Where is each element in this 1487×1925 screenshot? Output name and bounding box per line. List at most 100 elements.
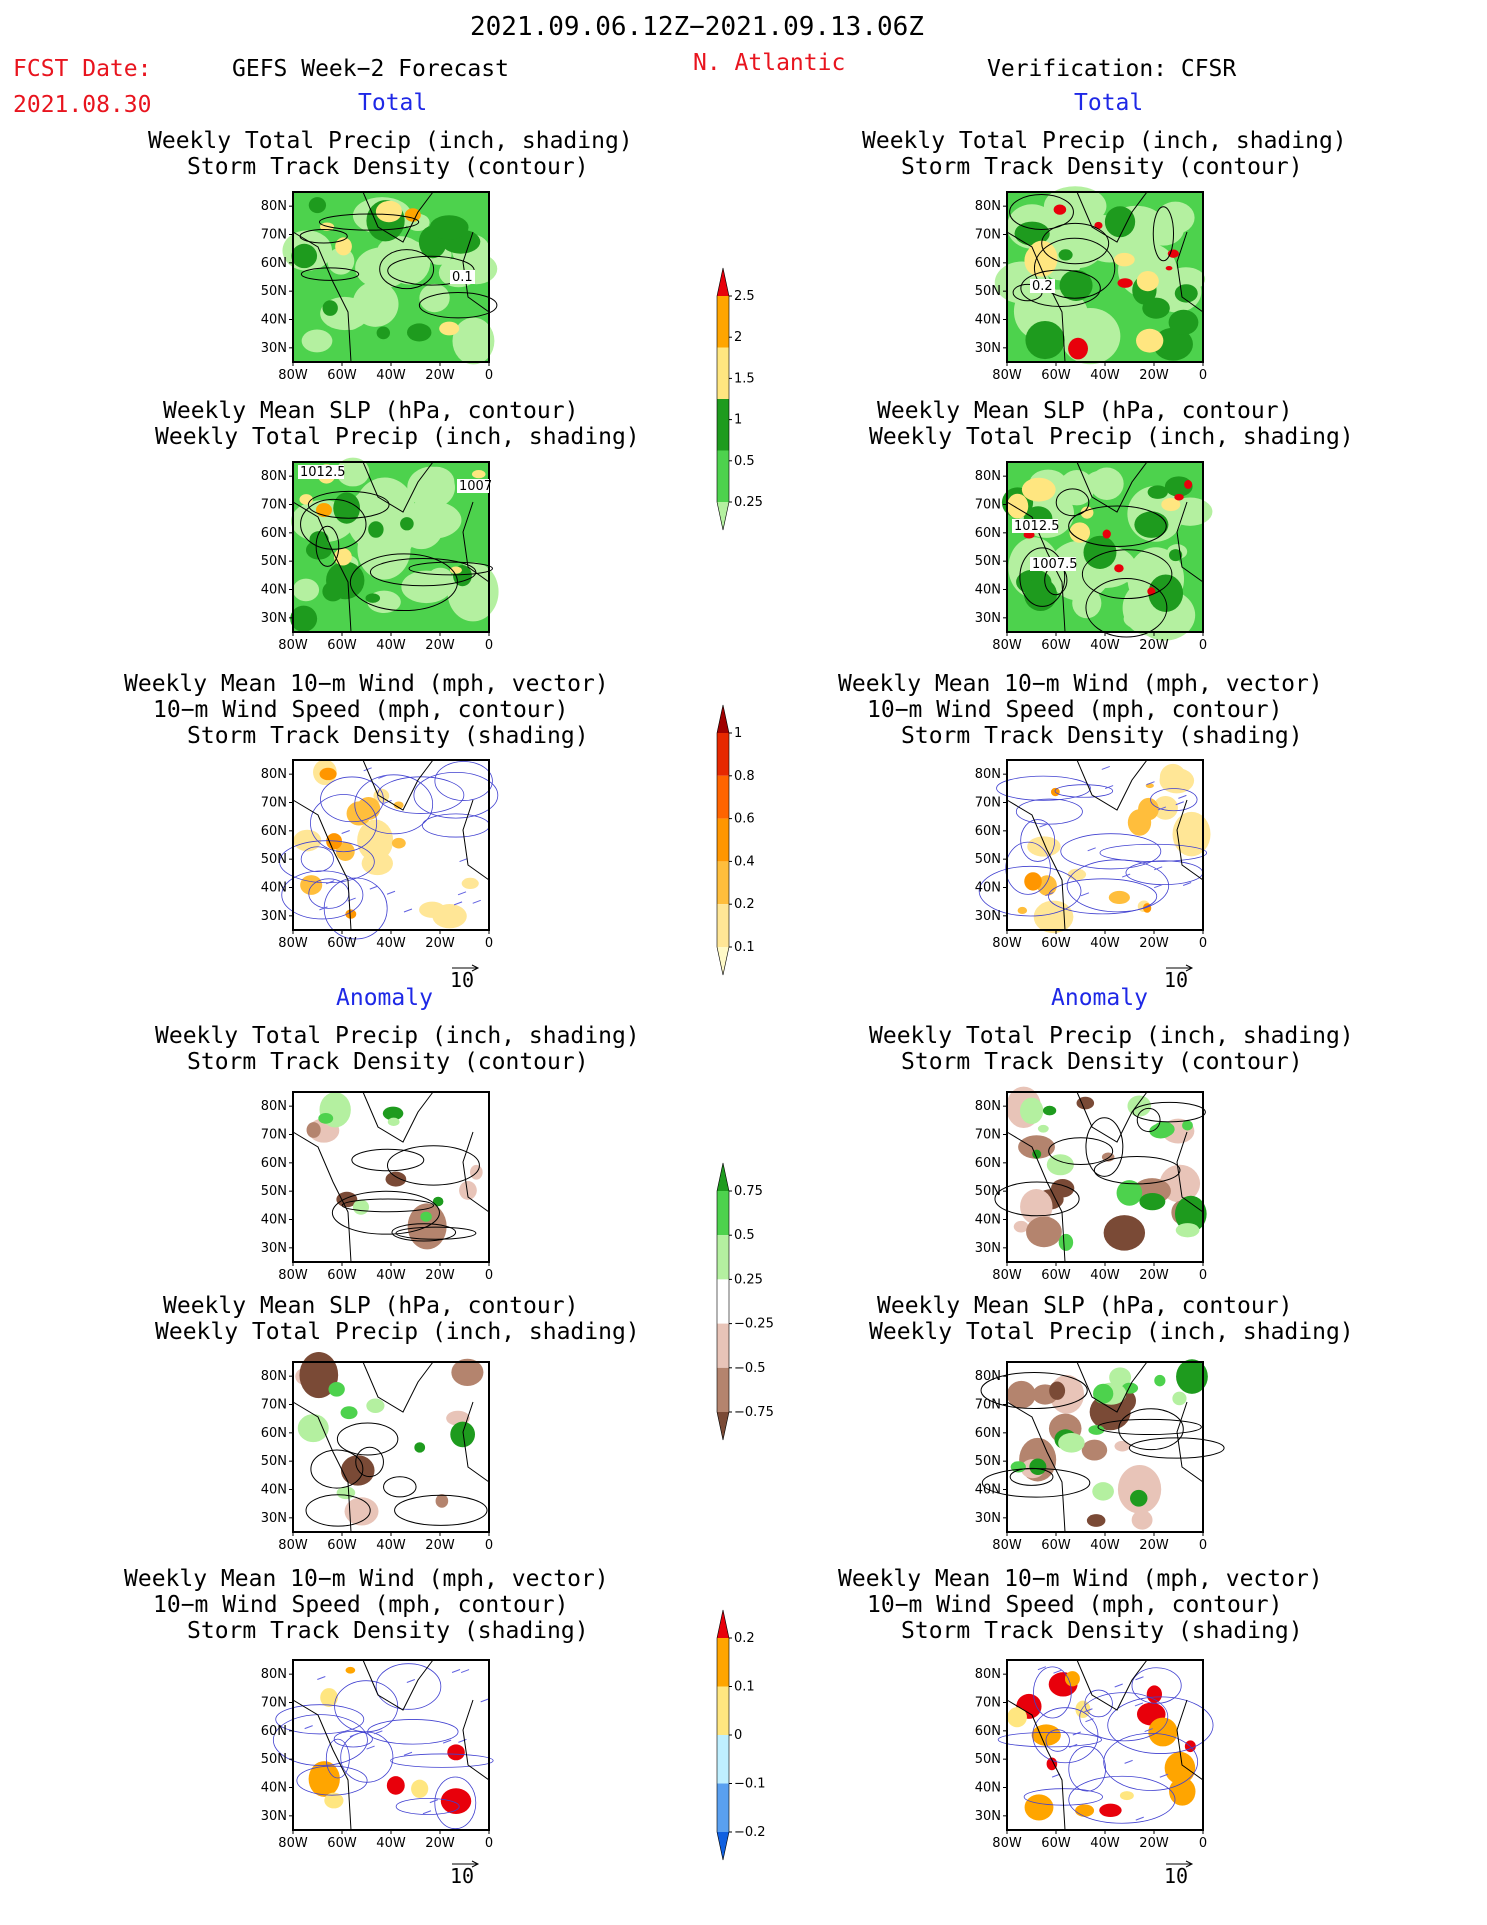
shading-region (1092, 1482, 1114, 1501)
forecast-title: GEFS Week−2 Forecast (232, 56, 509, 82)
lat-tick-label: 50N (975, 284, 1001, 299)
coastline (362, 759, 434, 811)
contour-line (1103, 1732, 1199, 1791)
lat-tick-label: 80N (975, 199, 1001, 214)
anomaly-label-right: Anomaly (1051, 985, 1148, 1011)
lon-tick-label: 0 (485, 638, 493, 653)
lat-tick-label: 50N (261, 852, 287, 867)
contour-line (1068, 1746, 1106, 1792)
lat-tick-label: 70N (261, 1696, 287, 1711)
lat-tick-label: 40N (975, 1781, 1001, 1796)
shading-region (1168, 309, 1199, 336)
wind-vector (442, 1739, 452, 1744)
wind-vector (1101, 765, 1110, 770)
forecast-ano-slp-panel: 80N 70N 60N 50N 40N 30N 80W 60W 40W 20W 0 (261, 1352, 493, 1553)
coastline (292, 1131, 352, 1263)
lon-tick-label: 80W (278, 1268, 308, 1283)
panel-title: Weekly Total Precip (inch, shading) (869, 1319, 1354, 1345)
contour-label-box (298, 465, 344, 479)
shading-region (449, 566, 462, 574)
panel-title: 10−m Wind Speed (mph, contour) (153, 1592, 569, 1618)
colorbar-swatch (717, 904, 729, 947)
lon-tick-label: 20W (425, 1538, 455, 1553)
contour-line (1085, 578, 1168, 638)
wind-vector (1122, 873, 1131, 878)
shading-region (447, 1744, 465, 1761)
shading-region (1029, 1458, 1047, 1475)
lat-tick-label: 60N (261, 1156, 287, 1171)
contour-line (340, 1731, 394, 1783)
lat-tick-label: 60N (975, 526, 1001, 541)
shading-region (1146, 1685, 1163, 1704)
panel-title: Storm Track Density (shading) (187, 723, 589, 749)
contour-line (351, 1148, 425, 1172)
coastline (362, 191, 434, 243)
shading-region (1058, 1433, 1085, 1453)
wind-vector (1080, 892, 1090, 897)
contour-line (1033, 1666, 1072, 1719)
verification-ano-wind-panel: 80N 70N 60N 50N 40N 30N 80W 60W 40W 20W 0 (975, 1659, 1214, 1851)
contour-line (1132, 1101, 1206, 1123)
shading-region (357, 819, 394, 862)
shading-region (1037, 1124, 1049, 1133)
lon-tick-label: 0 (1199, 638, 1207, 653)
vector-ref-arrowhead (471, 964, 480, 972)
coastline (292, 231, 352, 363)
colorbar-label: 1.5 (734, 371, 755, 386)
shading-region (1010, 1461, 1026, 1473)
panel-title: Weekly Mean SLP (hPa, contour) (877, 398, 1293, 424)
lon-tick-label: 0 (485, 1836, 493, 1851)
vector-ref-label: 10 (450, 1864, 475, 1888)
coastline (1176, 1699, 1204, 1781)
coastline (362, 1091, 434, 1143)
lon-tick-label: 40W (1090, 1836, 1120, 1851)
lon-tick-label: 20W (1139, 638, 1169, 653)
lat-tick-label: 70N (261, 796, 287, 811)
shading-region (1075, 1700, 1091, 1718)
contour-label-box (1012, 519, 1058, 533)
lon-tick-label: 0 (1199, 1836, 1207, 1851)
wind-vector (1087, 847, 1096, 852)
coastline (1076, 759, 1148, 811)
lon-tick-label: 40W (1090, 368, 1120, 383)
colorbar-label: 1 (734, 413, 742, 428)
shading-region (1108, 890, 1130, 905)
wind-vector (1045, 892, 1054, 897)
contour-line (307, 490, 390, 519)
shading-region (1156, 201, 1195, 234)
wind-vector (374, 1730, 383, 1735)
contour-line (315, 525, 340, 567)
lon-tick-label: 60W (1041, 368, 1071, 383)
shading-region (400, 517, 414, 531)
forecast-tot-slp-panel: 80N 70N 60N 50N 40N 30N 80W 60W 40W 20W 0 (261, 457, 499, 653)
shading-region (1114, 252, 1135, 267)
lon-tick-label: 40W (376, 1268, 406, 1283)
lat-tick-label: 40N (975, 313, 1001, 328)
coastline (1006, 1131, 1066, 1263)
lon-tick-label: 60W (1041, 1836, 1071, 1851)
panel-title: Weekly Total Precip (inch, shading) (155, 424, 640, 450)
lat-tick-label: 60N (975, 1426, 1001, 1441)
shading-region (1049, 1381, 1066, 1400)
shading-region (471, 469, 486, 479)
shading-region (385, 1171, 407, 1187)
anomaly-precip-colorbar: 0.75 0.5 0.25 −0.25 −0.5 −0.75 (716, 1162, 774, 1441)
shading-region (1042, 1105, 1057, 1116)
lat-tick-label: 40N (975, 1483, 1001, 1498)
contour-line (1079, 1692, 1169, 1742)
lat-tick-label: 80N (261, 767, 287, 782)
lat-tick-label: 60N (261, 526, 287, 541)
contour-line (355, 1446, 384, 1478)
shading-region (1025, 320, 1065, 360)
coastline (1076, 1659, 1148, 1711)
lon-tick-label: 60W (327, 1836, 357, 1851)
coastline (292, 501, 352, 633)
shading-region (1076, 1096, 1095, 1110)
shading-region (1059, 269, 1093, 301)
colorbar-swatch (717, 268, 729, 296)
shading-region (1024, 872, 1042, 891)
shading-region (393, 801, 404, 809)
lat-tick-label: 50N (261, 554, 287, 569)
lon-tick-label: 0 (485, 1268, 493, 1283)
contour-line (1131, 1667, 1182, 1704)
